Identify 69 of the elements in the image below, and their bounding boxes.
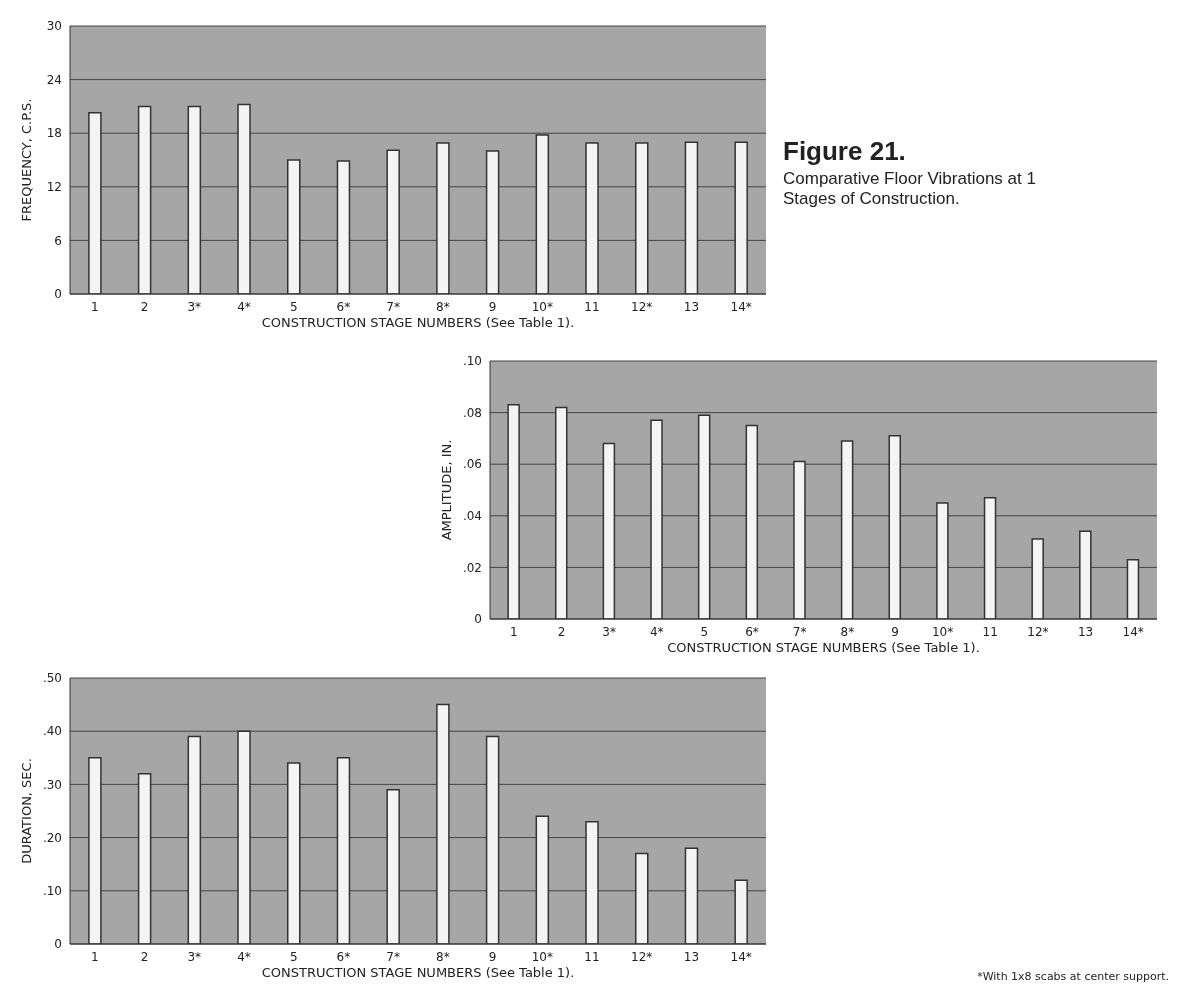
y-tick-label: .20 (42, 830, 62, 845)
y-tick-label: .40 (42, 724, 62, 739)
x-tick-label: 1 (91, 299, 99, 314)
chart-title: Figure 21. (783, 136, 907, 167)
x-tick-label: 8* (436, 299, 450, 314)
x-tick-label: 11 (584, 949, 600, 964)
y-tick-label: 18 (46, 126, 62, 141)
x-tick-label: 12* (631, 949, 653, 964)
x-tick-label: 8* (436, 949, 450, 964)
x-tick-label: 9 (891, 624, 899, 639)
x-tick-label: 7* (386, 949, 400, 964)
x-tick-label: 10* (531, 949, 553, 964)
x-tick-label: 1 (91, 949, 99, 964)
x-tick-label: 5 (289, 299, 298, 314)
x-tick-label: 4* (237, 949, 251, 964)
x-tick-label: 9 (488, 299, 497, 314)
x-tick-label: 11 (584, 299, 600, 314)
x-tick-label: 6* (336, 299, 351, 314)
x-axis-title: CONSTRUCTION STAGE NUMBERS (See Table 1). (667, 640, 980, 656)
x-tick-label: 5 (289, 949, 298, 964)
x-tick-label: 11 (982, 624, 998, 639)
x-axis-title: CONSTRUCTION STAGE NUMBERS (See Table 1). (261, 965, 575, 981)
y-axis-title: DURATION, SEC. (18, 758, 34, 864)
x-tick-label: 3* (187, 949, 202, 964)
x-tick-label: 14* (730, 949, 752, 964)
x-tick-label: 6* (745, 624, 759, 639)
x-tick-label: 13 (683, 299, 700, 314)
x-tick-label: 2 (557, 624, 566, 639)
y-axis-title: FREQUENCY, C.P.S. (18, 98, 34, 222)
y-tick-label: 30 (46, 19, 62, 34)
x-tick-label: 12* (1027, 624, 1049, 639)
y-tick-label: 6 (54, 233, 62, 248)
y-tick-label: .30 (42, 777, 62, 792)
y-tick-label: .04 (462, 509, 482, 524)
y-tick-label: .10 (42, 884, 62, 899)
x-tick-label: 4* (649, 624, 664, 639)
y-tick-label: .06 (462, 457, 482, 472)
x-tick-label: 1 (510, 624, 518, 639)
x-tick-label: 9 (488, 949, 497, 964)
x-tick-label: 12* (631, 299, 653, 314)
y-tick-label: .08 (462, 405, 482, 420)
x-tick-label: 10* (531, 299, 553, 314)
y-tick-label: 24 (46, 72, 62, 87)
x-tick-label: 6* (336, 949, 351, 964)
x-tick-label: 3* (602, 624, 616, 639)
x-tick-label: 13 (683, 949, 700, 964)
y-tick-label: 0 (474, 612, 482, 627)
x-tick-label: 5 (700, 624, 709, 639)
y-tick-label: .10 (462, 354, 482, 369)
y-tick-label: 12 (46, 180, 62, 195)
x-tick-label: 7* (792, 624, 807, 639)
x-tick-label: 4* (237, 299, 251, 314)
chart-subtitle: Comparative Floor Vibrations at 1 Stages of Construction. (783, 169, 1037, 209)
y-tick-label: .02 (462, 560, 482, 575)
y-tick-label: 0 (54, 937, 62, 952)
y-tick-label: 0 (54, 287, 62, 302)
x-tick-label: 10* (931, 624, 954, 639)
x-tick-label: 14* (730, 299, 752, 314)
x-axis-title: CONSTRUCTION STAGE NUMBERS (See Table 1). (261, 315, 575, 331)
x-tick-label: 2 (140, 949, 149, 964)
x-tick-label: 14* (1122, 624, 1144, 639)
x-tick-label: 2 (140, 299, 149, 314)
x-tick-label: 8* (840, 624, 855, 639)
x-tick-label: 7* (386, 299, 400, 314)
x-tick-label: 3* (187, 299, 202, 314)
y-axis-title: AMPLITUDE, IN. (438, 439, 454, 541)
y-tick-label: .50 (42, 671, 62, 686)
x-tick-label: 13 (1077, 624, 1094, 639)
text: *With 1x8 scabs at center support. (976, 970, 1169, 983)
